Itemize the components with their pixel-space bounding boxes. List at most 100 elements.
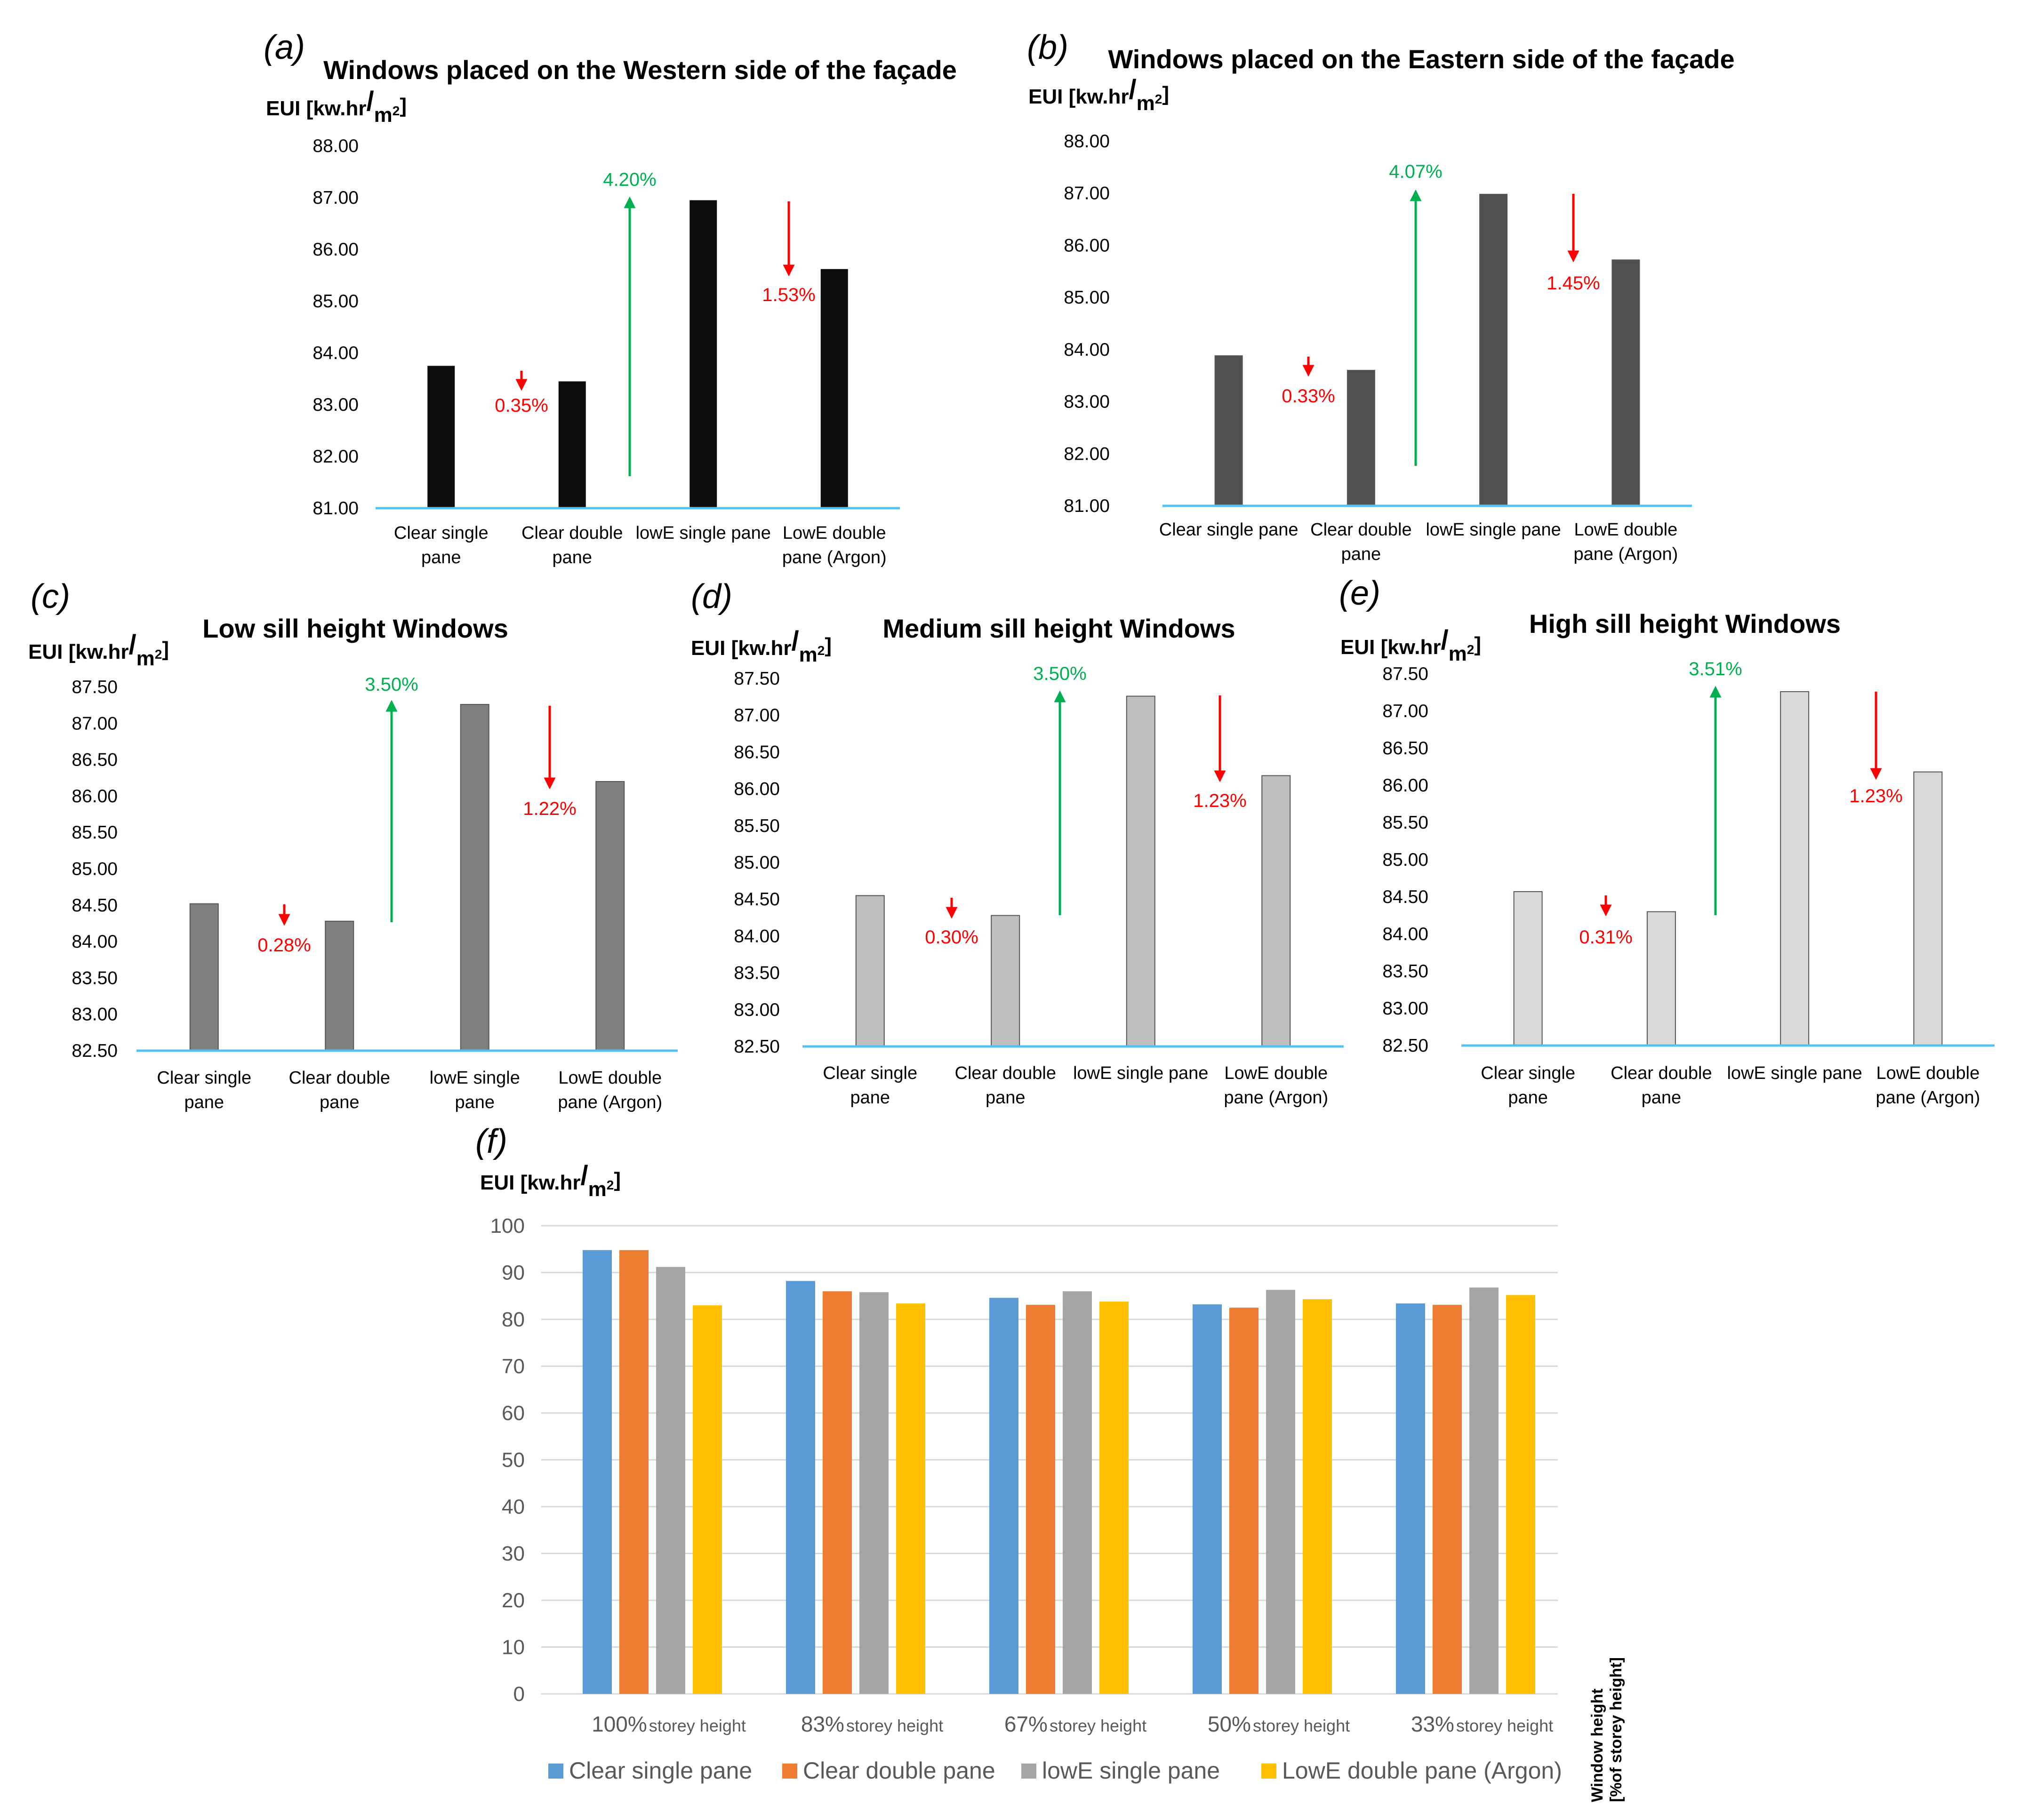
y-axis-unit-label: EUI [kw.hr/m2]: [1340, 625, 1481, 665]
x-category-label: pane: [1341, 544, 1381, 564]
legend-swatch: [548, 1764, 563, 1779]
x-category-label: pane: [986, 1088, 1026, 1108]
y-tick-label: 83.50: [72, 968, 118, 988]
chart-title: High sill height Windows: [1529, 609, 1841, 639]
y-tick-label: 50: [502, 1449, 525, 1472]
y-tick-label: 84.50: [1382, 887, 1428, 907]
y-tick-label: 85.50: [734, 816, 780, 836]
x-category-label: lowE single pane: [636, 523, 771, 543]
y-tick-label: 83.00: [72, 1005, 118, 1025]
y-tick-label: 20: [502, 1589, 525, 1612]
bar: [991, 915, 1020, 1047]
bar-clear-double-pane: [1433, 1305, 1462, 1694]
percent-change-label: 0.28%: [257, 935, 311, 956]
y-axis-unit-label: EUI [kw.hr/m2]: [480, 1160, 621, 1201]
percent-change-label: 4.07%: [1389, 161, 1442, 182]
panel-label: (c): [31, 578, 70, 615]
chart-title: Windows placed on the Eastern side of th…: [1108, 44, 1734, 74]
x-category-label: pane (Argon): [1573, 544, 1678, 564]
bar: [1126, 695, 1155, 1047]
y-tick-label: 90: [502, 1261, 525, 1285]
x-category-label: lowE single pane: [1426, 520, 1561, 540]
y-tick-label: 40: [502, 1495, 525, 1518]
percent-change-label: 4.20%: [603, 169, 656, 190]
y-tick-label: 83.00: [734, 1000, 780, 1020]
chart-title: Low sill height Windows: [202, 614, 508, 643]
y-tick-label: 82.50: [1382, 1036, 1428, 1056]
y-tick-label: 81.00: [313, 498, 359, 519]
x-category-label: pane (Argon): [558, 1093, 662, 1112]
y-axis-unit-label: EUI [kw.hr/m2]: [691, 626, 832, 666]
bar-clear-single-pane: [989, 1298, 1018, 1694]
y-tick-label: 87.00: [734, 705, 780, 726]
percent-change-label: 1.23%: [1193, 790, 1246, 811]
percent-change-label: 3.50%: [1033, 663, 1086, 684]
percent-change-label: 1.53%: [762, 285, 815, 305]
y-tick-label: 87.50: [734, 669, 780, 689]
x-category-label: pane: [320, 1093, 360, 1112]
legend-label: lowE single pane: [1042, 1757, 1220, 1784]
bar-lowe-single-pane: [1266, 1290, 1295, 1694]
legend-label: Clear double pane: [803, 1757, 995, 1784]
x-category-label: LowE double: [783, 523, 886, 543]
x-category-label: Clear single: [1481, 1063, 1575, 1083]
bar-clear-double-pane: [619, 1250, 649, 1694]
x-category-label: LowE double: [1876, 1063, 1980, 1083]
y-tick-label: 85.00: [734, 853, 780, 873]
y-tick-label: 84.50: [72, 895, 118, 916]
y-tick-label: 84.00: [734, 926, 780, 946]
bar: [325, 920, 354, 1051]
x-category-label: Clear double: [955, 1063, 1056, 1083]
bar-clear-single-pane: [1396, 1303, 1425, 1694]
bar-clear-double-pane: [1229, 1308, 1258, 1694]
bar: [558, 381, 586, 508]
y-tick-label: 84.00: [1064, 340, 1110, 360]
bar: [689, 200, 717, 508]
y-axis-unit-label: EUI [kw.hr/m2]: [28, 630, 169, 670]
x-category-label: pane (Argon): [1224, 1088, 1328, 1108]
percent-change-label: 1.22%: [523, 798, 576, 819]
x-category-label: pane: [1642, 1088, 1682, 1108]
x-category-label: pane: [455, 1093, 495, 1112]
bar-lowe-double-pane-argon-: [1099, 1301, 1129, 1694]
chart-panel-c: (c) Low sill height Windows EUI [kw.hr/m2]…: [28, 578, 678, 1112]
bar-clear-double-pane: [823, 1291, 852, 1694]
y-tick-label: 82.50: [72, 1041, 118, 1061]
y-tick-label: 85.50: [72, 822, 118, 843]
y-tick-label: 83.00: [1064, 392, 1110, 412]
x-category-label: pane: [421, 548, 461, 567]
bar: [189, 903, 219, 1051]
bar-clear-single-pane: [583, 1250, 612, 1694]
x-category-label: LowE double: [1224, 1063, 1328, 1083]
chart-title: Medium sill height Windows: [882, 614, 1235, 643]
bar: [1913, 771, 1943, 1046]
bar-lowe-double-pane-argon-: [1303, 1299, 1332, 1694]
bar-clear-double-pane: [1026, 1305, 1055, 1694]
y-tick-label: 86.00: [72, 786, 118, 806]
y-tick-label: 86.50: [734, 742, 780, 762]
x-category-label: pane: [184, 1093, 224, 1112]
percent-change-label: 0.35%: [495, 395, 548, 416]
legend-swatch: [1021, 1764, 1036, 1779]
x-category-label: lowE single: [430, 1068, 520, 1088]
bar: [1479, 193, 1508, 506]
bar-clear-single-pane: [786, 1281, 815, 1694]
y-tick-label: 85.00: [1382, 850, 1428, 870]
y-tick-label: 84.00: [72, 932, 118, 952]
bar-lowe-single-pane: [1063, 1291, 1092, 1694]
x-category-label: Clear double: [521, 523, 623, 543]
percent-change-label: 1.45%: [1547, 273, 1600, 294]
y-tick-label: 83.00: [313, 395, 359, 415]
x-axis-title-line: Window height: [1588, 1689, 1606, 1802]
y-tick-label: 0: [513, 1683, 525, 1706]
y-tick-label: 85.00: [1064, 287, 1110, 308]
y-tick-label: 10: [502, 1636, 525, 1659]
bar-lowe-single-pane: [656, 1267, 685, 1694]
percent-change-label: 0.31%: [1579, 927, 1632, 948]
legend-swatch: [1261, 1764, 1276, 1779]
y-tick-label: 81.00: [1064, 496, 1110, 516]
bar-lowe-double-pane-argon-: [693, 1305, 722, 1694]
bar: [855, 895, 885, 1047]
y-tick-label: 70: [502, 1355, 525, 1378]
x-category-label: pane: [552, 548, 592, 567]
